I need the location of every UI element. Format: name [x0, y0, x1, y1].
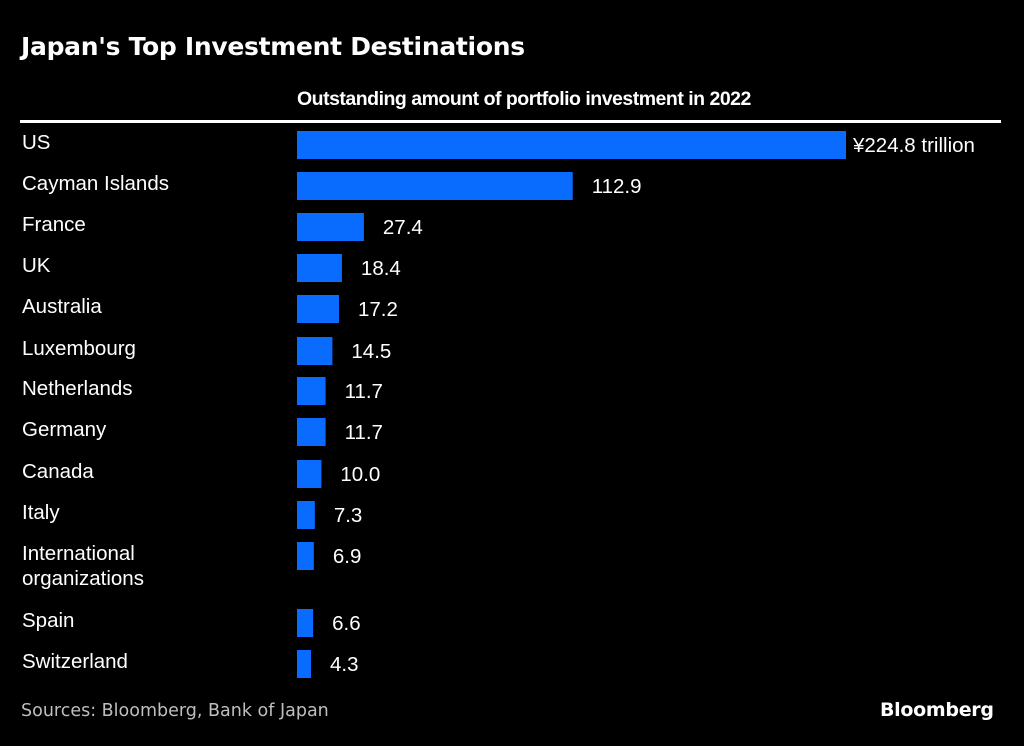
value-label: 17.2	[358, 298, 398, 321]
category-label: Luxembourg	[22, 337, 136, 360]
bar-italy	[297, 501, 315, 529]
category-label: Italy	[22, 501, 60, 524]
value-label: 11.7	[345, 380, 383, 403]
category-label: Australia	[22, 295, 102, 318]
value-label: ¥224.8 trillion	[852, 134, 975, 157]
header-rule	[20, 120, 1001, 123]
bar-us	[297, 131, 846, 159]
value-label: 6.6	[332, 612, 361, 635]
category-label: Germany	[22, 418, 107, 441]
category-label: Cayman Islands	[22, 172, 169, 195]
value-label: 10.0	[340, 463, 380, 486]
category-label: Netherlands	[22, 377, 133, 400]
bar-netherlands	[297, 377, 326, 405]
value-label: 11.7	[345, 421, 383, 444]
bloomberg-logo: Bloomberg	[880, 699, 994, 721]
value-label: 6.9	[333, 545, 362, 568]
bar-cayman-islands	[297, 172, 573, 200]
bar-spain	[297, 609, 314, 637]
category-label: US	[22, 131, 50, 154]
source-note: Sources: Bloomberg, Bank of Japan	[21, 701, 329, 721]
chart-subtitle: Outstanding amount of portfolio investme…	[297, 88, 751, 110]
category-label: Spain	[22, 609, 74, 632]
category-label: France	[22, 213, 86, 236]
bar-uk	[297, 254, 342, 282]
bar-france	[297, 213, 364, 241]
bar-germany	[297, 418, 326, 446]
value-label: 4.3	[330, 653, 359, 676]
value-label: 14.5	[351, 340, 391, 363]
bar-canada	[297, 460, 322, 488]
bar-australia	[297, 295, 340, 323]
category-label: organizations	[22, 567, 144, 590]
bar-switzerland	[297, 650, 311, 678]
bar-luxembourg	[297, 337, 333, 365]
bar-international-organizations	[297, 542, 314, 570]
category-label: Canada	[22, 460, 94, 483]
value-label: 27.4	[383, 216, 423, 239]
category-label: Switzerland	[22, 650, 128, 673]
category-label: International	[22, 542, 135, 565]
value-label: 18.4	[361, 257, 401, 280]
category-label: UK	[22, 254, 51, 277]
chart-title: Japan's Top Investment Destinations	[21, 32, 525, 61]
value-label: 112.9	[592, 175, 642, 198]
value-label: 7.3	[334, 504, 363, 527]
